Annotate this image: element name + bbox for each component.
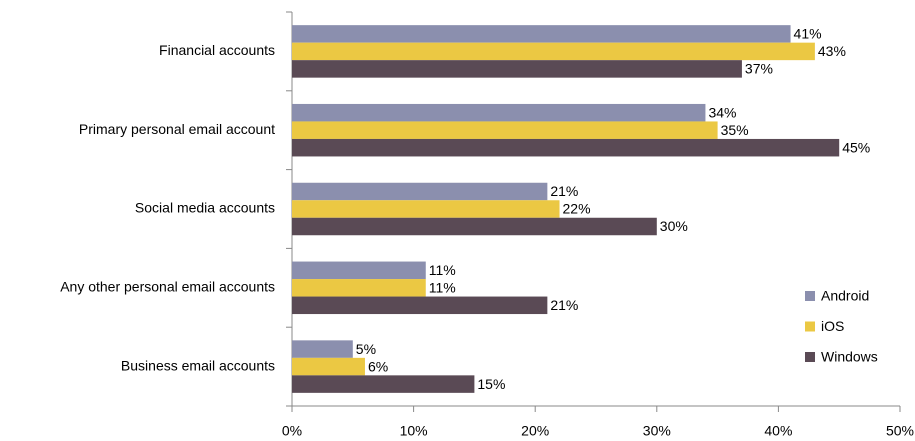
x-tick-label: 10%: [400, 423, 428, 439]
legend-swatch: [805, 321, 815, 332]
category-label: Business email accounts: [121, 357, 275, 373]
bar: [292, 340, 353, 358]
bar: [292, 357, 365, 376]
value-label: 11%: [429, 280, 456, 296]
value-label: 21%: [550, 297, 578, 313]
value-label: 41%: [794, 26, 822, 42]
value-label: 45%: [842, 139, 870, 155]
legend-swatch: [805, 352, 815, 362]
legend-label: Windows: [821, 349, 878, 365]
legend-label: iOS: [821, 318, 844, 334]
legend-swatch: [805, 291, 815, 301]
category-label: Primary personal email account: [79, 121, 275, 137]
value-label: 5%: [356, 341, 376, 357]
bar: [292, 296, 548, 315]
bar: [292, 103, 706, 122]
bar: [292, 182, 548, 201]
x-tick-label: 0%: [282, 423, 302, 439]
value-label: 37%: [745, 61, 773, 77]
value-label: 35%: [721, 122, 749, 138]
value-label: 22%: [563, 201, 591, 217]
value-label: 15%: [477, 376, 505, 392]
bar: [292, 25, 791, 43]
value-label: 21%: [550, 183, 578, 199]
category-label: Social media accounts: [135, 200, 275, 216]
category-label: Financial accounts: [159, 42, 275, 58]
bar: [292, 375, 475, 393]
legend-label: Android: [821, 288, 869, 304]
bar: [292, 60, 742, 78]
bar: [292, 42, 815, 61]
bar: [292, 121, 718, 139]
bar: [292, 217, 657, 236]
value-label: 11%: [429, 262, 456, 278]
bar: [292, 200, 560, 218]
bar: [292, 261, 426, 280]
value-label: 43%: [818, 43, 846, 59]
category-label: Any other personal email accounts: [60, 279, 275, 295]
x-tick-label: 50%: [886, 423, 914, 439]
x-tick-label: 40%: [764, 423, 792, 439]
bar: [292, 138, 840, 157]
value-label: 6%: [368, 358, 388, 374]
x-tick-label: 20%: [521, 423, 549, 439]
value-label: 34%: [708, 104, 736, 120]
bar: [292, 279, 426, 297]
x-tick-label: 30%: [643, 423, 671, 439]
value-label: 30%: [660, 218, 688, 234]
